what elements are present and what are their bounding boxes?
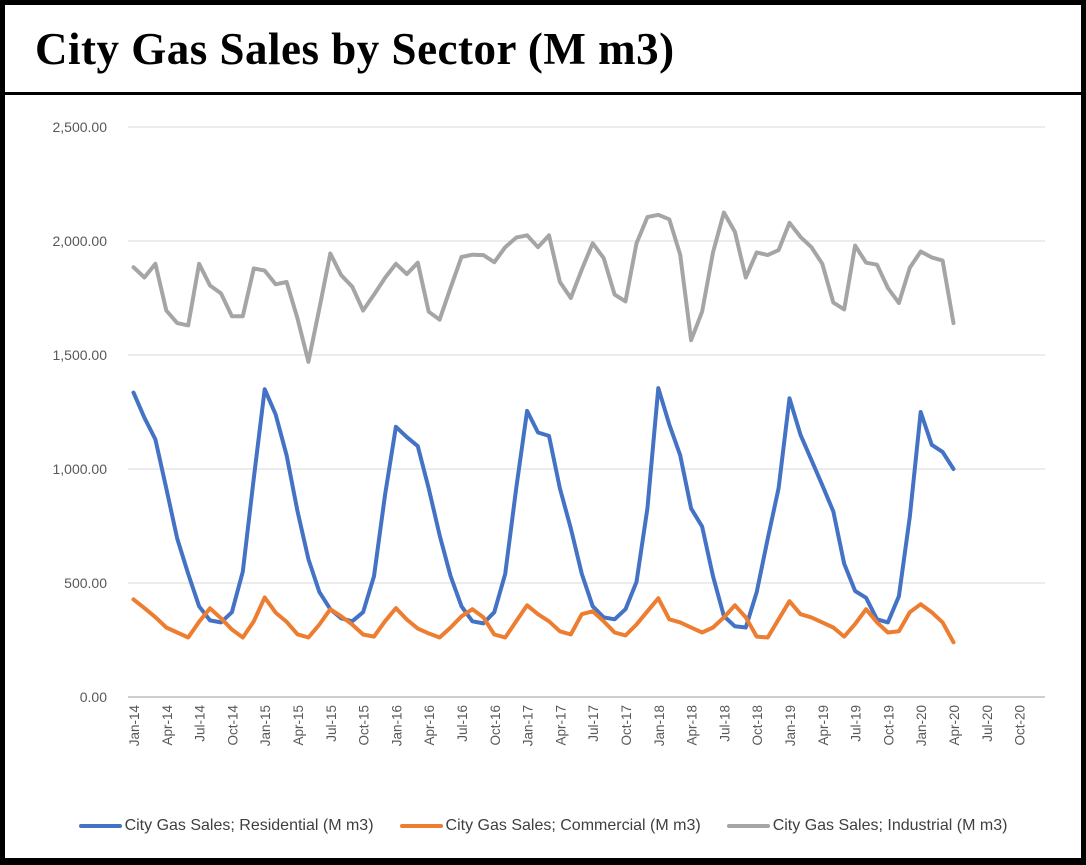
legend-item-residential: City Gas Sales; Residential (M m3) — [78, 817, 374, 835]
x-tick-label: Oct-16 — [488, 705, 503, 746]
chart-title: City Gas Sales by Sector (M m3) — [35, 23, 675, 74]
x-tick-label: Jul-16 — [455, 705, 470, 742]
x-tick-label: Jan-17 — [521, 705, 536, 746]
legend-item-commercial: City Gas Sales; Commercial (M m3) — [399, 817, 701, 835]
plot-area: 0.00 500.00 1,000.00 1,500.00 2,000.00 2,500.… — [5, 95, 1081, 807]
x-tick-label: Apr-18 — [685, 705, 700, 746]
x-tick-label: Jan-18 — [652, 705, 667, 746]
x-tick-label: Oct-20 — [1013, 705, 1028, 746]
x-tick-label: Oct-17 — [619, 705, 634, 746]
x-tick-label: Jan-20 — [914, 705, 929, 746]
x-tick-label: Jan-16 — [389, 705, 404, 746]
x-tick-label: Jul-18 — [717, 705, 732, 742]
series-line-industrial — [131, 210, 956, 364]
commercial-line-swatch-icon — [399, 823, 443, 829]
x-tick-label: Apr-16 — [422, 705, 437, 746]
series-line-residential — [131, 386, 956, 630]
y-tick-label: 500.00 — [64, 575, 107, 591]
legend-item-industrial: City Gas Sales; Industrial (M m3) — [726, 817, 1008, 835]
x-tick-label: Jan-14 — [127, 705, 142, 747]
x-tick-label: Jan-19 — [783, 705, 798, 746]
x-tick-label: Jan-15 — [258, 705, 273, 746]
x-tick-label: Oct-18 — [750, 705, 765, 746]
legend-label-industrial: City Gas Sales; Industrial (M m3) — [772, 817, 1008, 834]
x-tick-label: Apr-15 — [291, 705, 306, 746]
x-tick-label: Apr-17 — [553, 705, 568, 746]
x-tick-label: Jul-17 — [586, 705, 601, 742]
x-tick-label: Oct-19 — [881, 705, 896, 746]
industrial-line-swatch-icon — [726, 823, 770, 829]
y-tick-label: 2,500.00 — [53, 119, 108, 135]
x-tick-label: Apr-19 — [816, 705, 831, 746]
x-tick-label: Jul-14 — [193, 705, 208, 742]
chart-title-bar: City Gas Sales by Sector (M m3) — [5, 5, 1081, 95]
y-tick-label: 1,500.00 — [53, 347, 108, 363]
legend-label-commercial: City Gas Sales; Commercial (M m3) — [445, 817, 701, 834]
line-chart: 0.00 500.00 1,000.00 1,500.00 2,000.00 2,500.… — [53, 119, 1045, 747]
x-tick-label: Jul-20 — [980, 705, 995, 742]
x-tick-label: Oct-15 — [357, 705, 372, 746]
x-tick-label: Apr-20 — [947, 705, 962, 746]
y-tick-label: 0.00 — [80, 689, 107, 705]
series-line-commercial — [131, 595, 956, 645]
legend-label-residential: City Gas Sales; Residential (M m3) — [124, 817, 374, 834]
x-tick-label: Jul-15 — [324, 705, 339, 742]
x-tick-label: Apr-14 — [160, 705, 175, 746]
residential-line-swatch-icon — [78, 823, 122, 829]
x-tick-label: Oct-14 — [225, 705, 240, 746]
y-tick-label: 2,000.00 — [53, 233, 108, 249]
x-tick-label: Jul-19 — [849, 705, 864, 742]
y-tick-label: 1,000.00 — [53, 461, 108, 477]
legend: City Gas Sales; Residential (M m3) City … — [5, 815, 1081, 837]
